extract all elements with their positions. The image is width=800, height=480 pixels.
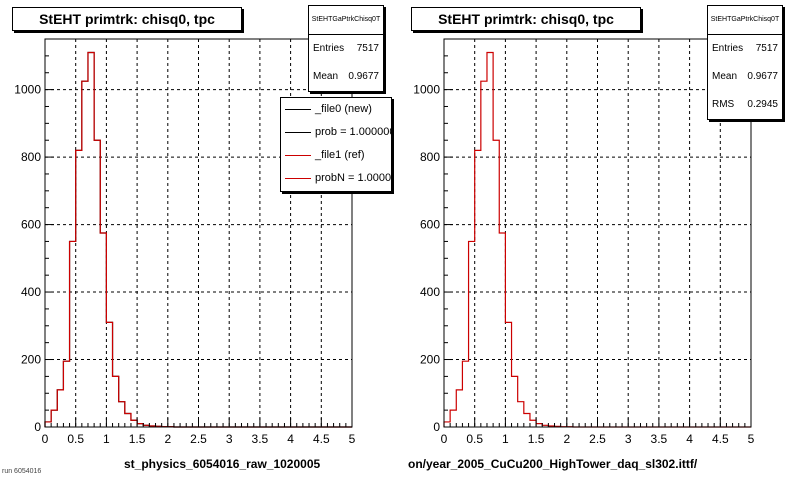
- stats-row-rms: RMS 0.2945: [708, 91, 782, 119]
- stats-value: 7517: [755, 43, 778, 54]
- legend-line-swatch: [285, 155, 311, 156]
- legend-entry-ref: _file1 (ref): [281, 144, 391, 167]
- x-tick-label: 2: [563, 432, 570, 446]
- y-tick-label: 600: [420, 218, 440, 232]
- stats-row-mean: Mean 0.9677: [309, 63, 383, 91]
- stats-label: RMS: [712, 99, 735, 110]
- stats-value: 7517: [356, 43, 379, 54]
- stats-value: 0.9677: [747, 71, 778, 82]
- x-tick-label: 3.5: [651, 432, 668, 446]
- x-tick-label: 5: [349, 432, 356, 446]
- x-tick-label: 1.5: [528, 432, 545, 446]
- legend-box: _file0 (new) prob = 1.000000 _file1 (ref…: [280, 97, 392, 192]
- legend-label: _file1 (ref): [315, 149, 365, 161]
- stats-box-right: StEHTGaPtrkChisq0T Entries 7517 Mean 0.9…: [707, 5, 783, 120]
- stats-value: 0.2945: [747, 99, 778, 110]
- x-tick-label: 5: [748, 432, 755, 446]
- y-tick-label: 200: [420, 353, 440, 367]
- stats-box-left: StEHTGaPtrkChisq0T Entries 7517 Mean 0.9…: [308, 5, 384, 92]
- stats-value: 0.9677: [348, 71, 379, 82]
- stats-label: Entries: [313, 43, 345, 54]
- x-tick-label: 0.5: [466, 432, 483, 446]
- x-tick-label: 4.5: [712, 432, 729, 446]
- stats-label: Mean: [712, 71, 738, 82]
- y-tick-label: 1000: [14, 83, 41, 97]
- x-tick-label: 2: [164, 432, 171, 446]
- x-tick-label: 4: [686, 432, 693, 446]
- chart-title-left: StEHT primtrk: chisq0, tpc: [12, 7, 242, 31]
- chart-title-right: StEHT primtrk: chisq0, tpc: [411, 7, 641, 31]
- x-tick-label: 2.5: [190, 432, 207, 446]
- legend-line-swatch: [285, 132, 311, 133]
- y-tick-label: 400: [420, 285, 440, 299]
- chart-panel-right: 0 0.5 1 1.5 2 2.5 3 3.5 4 4.5 5 0 200 400 600 800 1000: [413, 38, 755, 446]
- x-tick-label: 3: [226, 432, 233, 446]
- x-tick-label: 2.5: [589, 432, 606, 446]
- x-tick-label: 3: [625, 432, 632, 446]
- legend-entry-probn: probN = 1.000000: [281, 167, 391, 190]
- x-tick-label: 4.5: [313, 432, 330, 446]
- x-tick-label: 0.5: [67, 432, 84, 446]
- y-tick-label: 1000: [413, 83, 440, 97]
- legend-entry-new: _file0 (new): [281, 98, 391, 121]
- legend-label: probN = 1.000000: [315, 172, 392, 184]
- y-tick-label: 800: [21, 150, 41, 164]
- y-tick-label: 800: [420, 150, 440, 164]
- legend-label: prob = 1.000000: [315, 126, 392, 138]
- x-tick-label: 3.5: [252, 432, 269, 446]
- x-tick-label: 1: [103, 432, 110, 446]
- legend-label: _file0 (new): [315, 103, 372, 115]
- y-tick-label: 600: [21, 218, 41, 232]
- stats-label: Mean: [313, 71, 339, 82]
- stats-name: StEHTGaPtrkChisq0T: [309, 6, 383, 35]
- x-tick-label: 0: [42, 432, 49, 446]
- x-axis-label-left: st_physics_6054016_raw_1020005: [124, 457, 321, 471]
- stats-row-mean: Mean 0.9677: [708, 63, 782, 91]
- legend-line-swatch: [285, 178, 311, 179]
- y-tick-label: 200: [21, 353, 41, 367]
- stats-label: Entries: [712, 43, 744, 54]
- x-tick-label: 0: [441, 432, 448, 446]
- legend-entry-prob: prob = 1.000000: [281, 121, 391, 144]
- y-tick-label: 400: [21, 285, 41, 299]
- x-tick-label: 1: [502, 432, 509, 446]
- stats-row-entries: Entries 7517: [708, 35, 782, 63]
- x-axis-label-right: on/year_2005_CuCu200_HighTower_daq_sl302…: [408, 457, 698, 471]
- legend-line-swatch: [285, 109, 311, 110]
- x-tick-label: 1.5: [129, 432, 146, 446]
- stats-name: StEHTGaPtrkChisq0T: [708, 6, 782, 35]
- y-tick-label: 0: [433, 420, 440, 434]
- y-tick-label: 0: [34, 420, 41, 434]
- chart-panel-left: 0 0.5 1 1.5 2 2.5 3 3.5 4 4.5 5 0 200 400 600 800 1000: [14, 38, 356, 446]
- footer-note: run 6054016: [2, 468, 42, 475]
- x-tick-label: 4: [287, 432, 294, 446]
- stats-row-entries: Entries 7517: [309, 35, 383, 63]
